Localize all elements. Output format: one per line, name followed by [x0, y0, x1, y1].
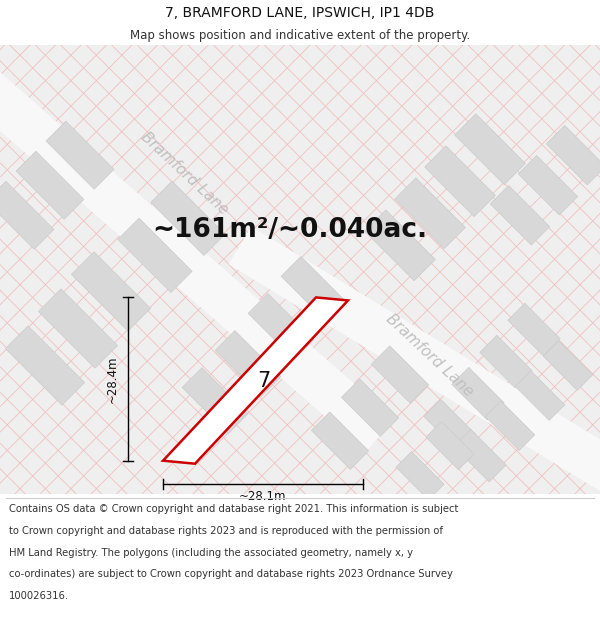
Text: to Crown copyright and database rights 2023 and is reproduced with the permissio: to Crown copyright and database rights 2… [9, 526, 443, 536]
Polygon shape [341, 379, 398, 436]
Polygon shape [0, 181, 54, 249]
Polygon shape [455, 114, 526, 184]
Polygon shape [0, 59, 395, 452]
Polygon shape [425, 146, 496, 217]
Text: ~28.4m: ~28.4m [106, 355, 119, 402]
Polygon shape [371, 346, 428, 403]
Polygon shape [396, 452, 444, 500]
Polygon shape [518, 156, 578, 215]
Text: Contains OS data © Crown copyright and database right 2021. This information is : Contains OS data © Crown copyright and d… [9, 504, 458, 514]
Text: Map shows position and indicative extent of the property.: Map shows position and indicative extent… [130, 29, 470, 42]
Polygon shape [508, 303, 560, 356]
Polygon shape [426, 422, 474, 470]
Text: 7, BRAMFORD LANE, IPSWICH, IP1 4DB: 7, BRAMFORD LANE, IPSWICH, IP1 4DB [166, 6, 434, 19]
Polygon shape [16, 151, 84, 219]
Polygon shape [151, 181, 225, 256]
Polygon shape [543, 341, 593, 391]
Polygon shape [311, 412, 368, 469]
Text: 100026316.: 100026316. [9, 591, 69, 601]
Polygon shape [480, 336, 532, 388]
Text: HM Land Registry. The polygons (including the associated geometry, namely x, y: HM Land Registry. The polygons (includin… [9, 548, 413, 558]
Polygon shape [5, 326, 85, 405]
Polygon shape [547, 126, 600, 185]
Polygon shape [215, 331, 281, 396]
Polygon shape [424, 399, 476, 452]
Text: ~28.1m: ~28.1m [239, 490, 287, 503]
Text: ~161m²/~0.040ac.: ~161m²/~0.040ac. [152, 217, 428, 243]
Polygon shape [71, 252, 151, 331]
Polygon shape [454, 429, 506, 482]
Polygon shape [515, 371, 565, 421]
Polygon shape [229, 226, 600, 514]
Polygon shape [118, 218, 192, 292]
Text: co-ordinates) are subject to Crown copyright and database rights 2023 Ordnance S: co-ordinates) are subject to Crown copyr… [9, 569, 453, 579]
Polygon shape [365, 210, 436, 281]
Text: 7: 7 [257, 371, 270, 391]
Polygon shape [46, 121, 114, 189]
Polygon shape [490, 186, 550, 245]
Text: Bramford Lane: Bramford Lane [383, 311, 476, 399]
Polygon shape [248, 294, 314, 359]
Polygon shape [395, 178, 466, 249]
Polygon shape [38, 289, 118, 368]
Polygon shape [452, 368, 504, 420]
Polygon shape [485, 401, 535, 451]
Polygon shape [182, 368, 248, 434]
Polygon shape [163, 298, 348, 464]
Text: Bramford Lane: Bramford Lane [139, 129, 232, 218]
Polygon shape [281, 256, 347, 322]
